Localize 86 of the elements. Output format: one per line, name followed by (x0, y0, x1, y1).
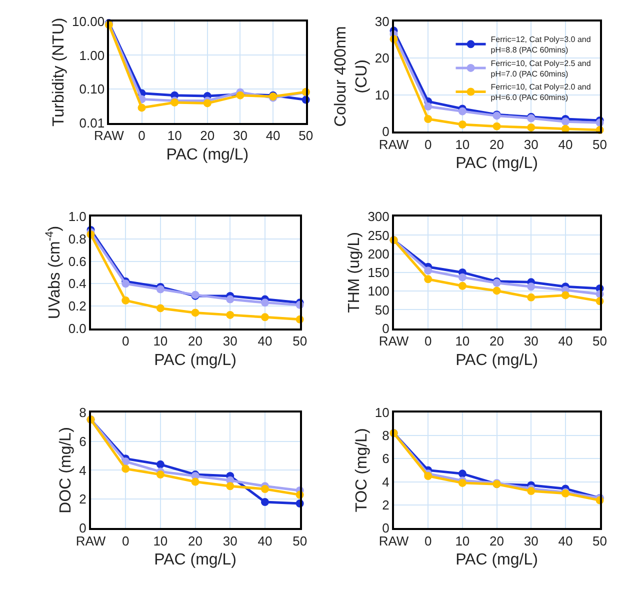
y-tick-label: 50 (374, 302, 390, 318)
y-tick-label: 0.8 (68, 232, 86, 246)
y-tick-label: 10 (374, 87, 390, 102)
y-tick-label: 0.6 (68, 254, 86, 269)
x-tick-label: 10 (455, 136, 470, 152)
y-tick-label: 20 (374, 50, 390, 66)
x-axis-title: PAC (mg/L) (166, 146, 249, 164)
legend-label: Ferric=10, Cat Poly=2.5 and pH=7.0 (PAC 60mins) (490, 58, 591, 78)
x-tick-label: 20 (490, 334, 504, 349)
y-axis-title: THM (ug/L) (346, 232, 364, 313)
y-tick-label: 0.10 (79, 82, 105, 97)
x-tick-label: 10 (455, 334, 470, 349)
x-tick-label: 0 (122, 533, 130, 548)
y-tick-label: 6 (79, 434, 86, 449)
y-tick-label: 2 (79, 492, 86, 507)
x-tick-label: 30 (524, 533, 538, 548)
y-tick-label: 4 (382, 474, 390, 490)
y-tick-label: 0 (382, 320, 390, 336)
x-tick-label: 30 (524, 334, 538, 349)
x-tick-label: 40 (558, 533, 573, 548)
legend-label: Ferric=12, Cat Poly=3.0 and pH=8.8 (PAC 60mins) (490, 35, 591, 54)
x-tick-label: 50 (592, 136, 608, 152)
x-tick-label: 0 (424, 136, 432, 152)
x-axis-title: PAC (mg/L) (154, 352, 236, 369)
x-tick-label: 10 (455, 533, 470, 548)
y-tick-label: 1.0 (68, 209, 86, 224)
x-tick-label: 20 (188, 533, 203, 548)
x-tick-label: RAW (378, 136, 410, 152)
x-tick-label: 40 (558, 334, 573, 349)
x-tick-label: 30 (232, 128, 248, 144)
x-tick-label: 30 (524, 136, 538, 152)
legend-label: Ferric=10, Cat Poly=2.0 and pH=6.0 (PAC 60mins) (490, 82, 591, 102)
y-tick-label: 2 (382, 497, 390, 512)
y-tick-label: 10 (374, 404, 390, 420)
x-tick-label: 40 (266, 128, 280, 144)
x-tick-label: 40 (258, 533, 272, 548)
y-tick-label: 0.2 (68, 298, 86, 314)
x-tick-label: RAW (76, 533, 106, 548)
y-axis-title: DOC (mg/L) (58, 427, 75, 514)
x-tick-label: 0 (424, 533, 432, 548)
x-tick-label: 20 (200, 128, 215, 144)
y-tick-label: 8 (382, 428, 390, 444)
y-tick-label: 30 (374, 14, 390, 30)
y-tick-label: 0 (79, 520, 86, 536)
y-tick-label: 100 (368, 284, 390, 299)
y-tick-label: 250 (368, 228, 390, 243)
x-tick-label: 10 (153, 334, 168, 349)
y-tick-label: 6 (382, 451, 390, 466)
y-tick-label: 0 (382, 520, 390, 536)
y-tick-label: 150 (368, 265, 390, 280)
y-axis-title: TOC (mg/L) (353, 428, 370, 512)
x-tick-label: RAW (378, 334, 410, 349)
x-tick-label: 20 (188, 334, 203, 349)
x-tick-label: 50 (292, 533, 308, 548)
x-tick-label: 0 (122, 334, 130, 349)
x-tick-label: 10 (167, 128, 182, 144)
y-axis-title: Colour 400nm (CU) (332, 26, 370, 127)
x-tick-label: 20 (490, 533, 504, 548)
x-tick-label: 40 (558, 136, 573, 152)
y-tick-label: 8 (79, 404, 86, 420)
x-axis-title: PAC (mg/L) (154, 552, 236, 569)
y-tick-label: 10.00 (72, 14, 105, 30)
x-tick-label: 50 (592, 533, 608, 548)
y-tick-label: 1.00 (79, 48, 105, 63)
x-tick-label: 30 (222, 533, 238, 548)
x-tick-label: 50 (592, 334, 608, 349)
x-axis-title: PAC (mg/L) (456, 552, 538, 569)
x-tick-label: RAW (94, 128, 125, 144)
y-axis-title: Turbidity (NTU) (50, 18, 68, 127)
y-tick-label: 200 (368, 246, 390, 262)
x-tick-label: 10 (153, 533, 168, 548)
y-tick-label: 0.01 (79, 115, 105, 130)
x-axis-title: PAC (mg/L) (456, 352, 538, 369)
x-tick-label: 20 (490, 136, 504, 152)
y-tick-label: 0.4 (68, 276, 86, 292)
x-tick-label: 30 (222, 334, 238, 349)
y-tick-label: 0.0 (68, 320, 86, 336)
y-tick-label: 300 (368, 209, 390, 224)
x-tick-label: 0 (138, 128, 146, 144)
x-tick-label: 40 (258, 334, 272, 349)
x-tick-label: RAW (378, 533, 410, 548)
x-tick-label: 50 (292, 334, 308, 349)
x-tick-label: 0 (424, 334, 432, 349)
x-axis-title: PAC (mg/L) (456, 155, 538, 172)
y-tick-label: 4 (79, 462, 86, 478)
x-tick-label: 50 (298, 128, 314, 144)
